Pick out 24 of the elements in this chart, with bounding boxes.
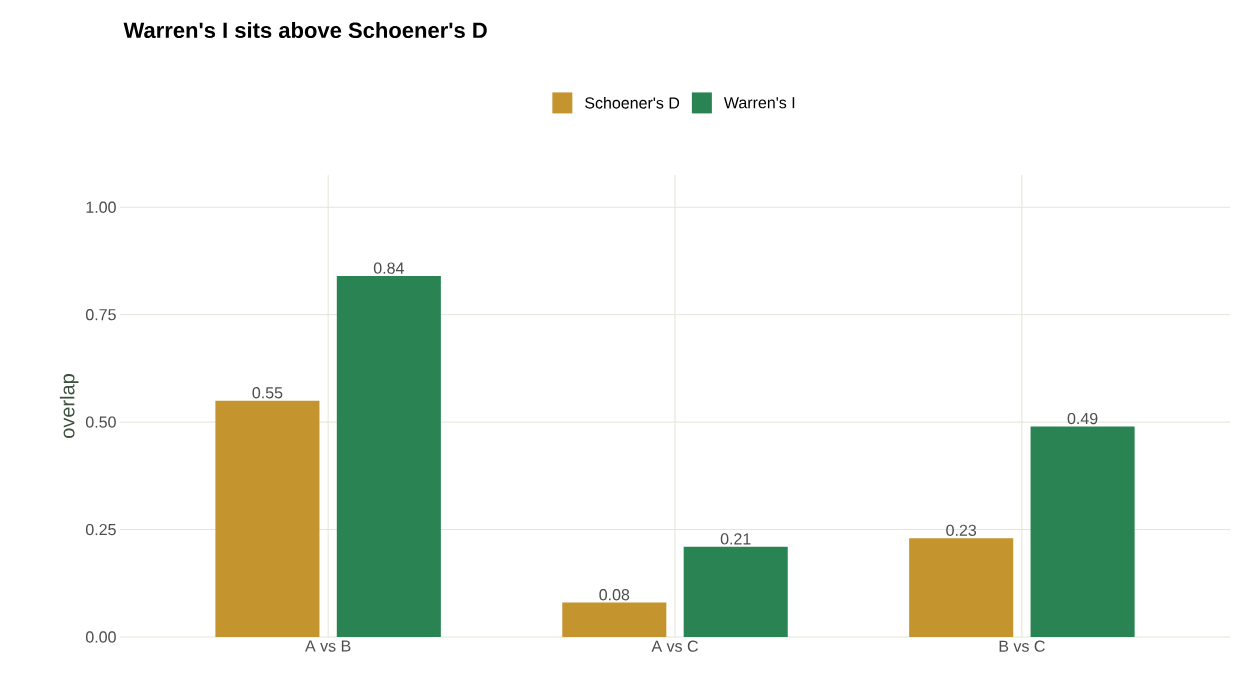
- x-tick-label: A vs C: [651, 640, 698, 652]
- data-label: 0.08: [599, 589, 630, 601]
- data-label: 0.55: [252, 387, 283, 399]
- y-axis-title: overlap: [59, 374, 79, 438]
- y-tick-label: 0.50: [85, 416, 116, 428]
- data-label: 0.49: [1067, 412, 1098, 425]
- y-tick-label: 0.25: [85, 523, 116, 536]
- y-tick-label: 1.00: [86, 201, 116, 213]
- bar: [683, 546, 788, 637]
- bar: [562, 602, 667, 637]
- chart-title: Warren's I sits above Schoener's D: [123, 21, 487, 39]
- bar: [336, 275, 441, 637]
- x-tick-label: B vs C: [999, 640, 1045, 652]
- y-tick-label: 0.00: [85, 631, 116, 643]
- data-label: 0.84: [373, 262, 404, 274]
- legend-label: Warren's I: [723, 97, 795, 109]
- data-label: 0.23: [946, 524, 977, 536]
- bar: [1030, 426, 1135, 637]
- x-tick-label: A vs B: [305, 640, 351, 652]
- data-label: 0.21: [720, 533, 751, 545]
- y-tick-label: 0.75: [85, 309, 116, 321]
- bar: [215, 400, 320, 637]
- legend-label: Schoener's D: [585, 96, 680, 109]
- bar: [909, 538, 1014, 637]
